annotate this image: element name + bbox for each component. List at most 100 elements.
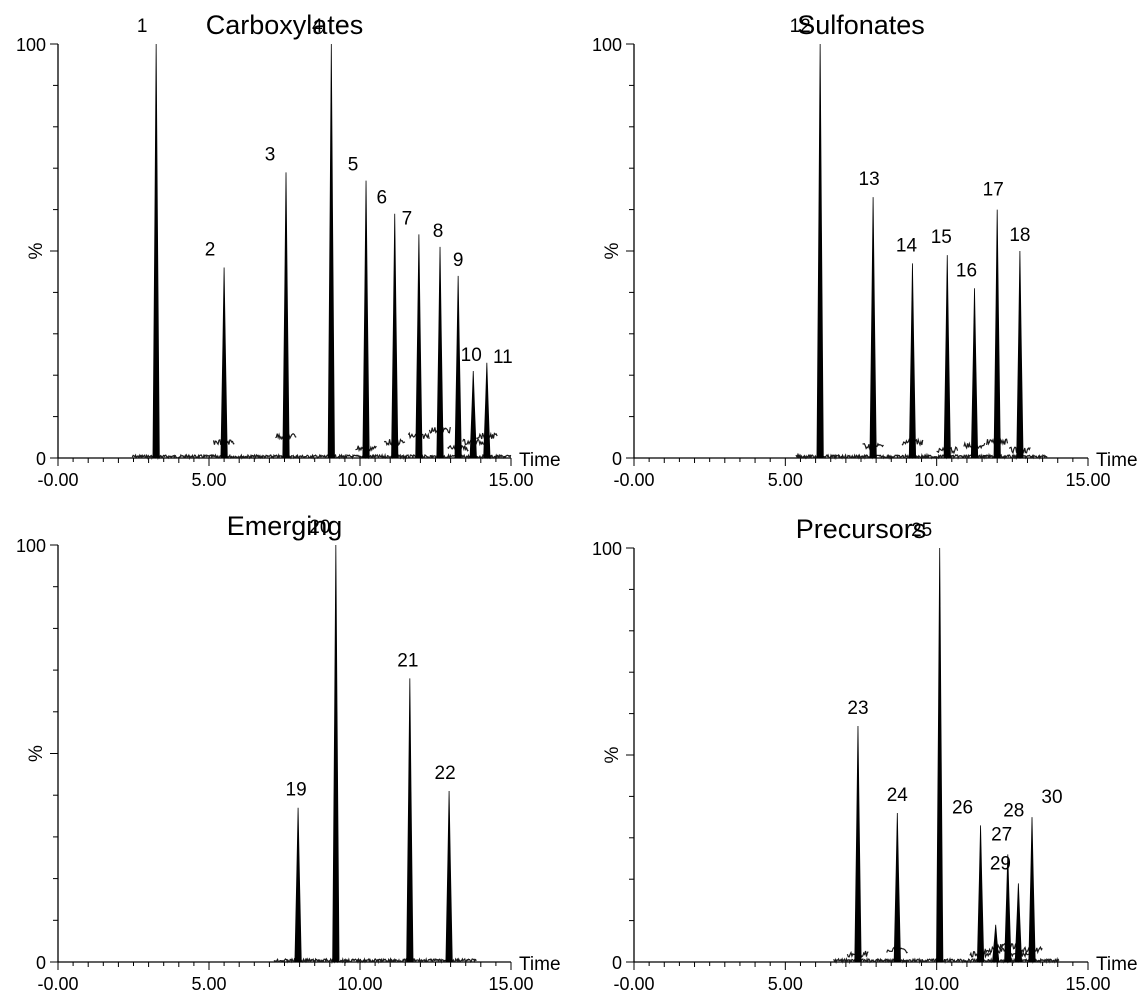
x-tick-label: -0.00 [37, 470, 78, 490]
x-tick-label: 5.00 [768, 470, 803, 490]
y-tick-label: 100 [592, 539, 622, 559]
y-tick-label: 100 [592, 35, 622, 55]
y-tick-label: 100 [16, 536, 46, 556]
peak-23 [854, 726, 862, 963]
peak-label-8: 8 [433, 221, 444, 242]
peak-label-22: 22 [435, 763, 456, 784]
peak-22 [445, 791, 453, 963]
x-tick-label: -0.00 [613, 974, 654, 994]
baseline-trace [131, 452, 512, 461]
baseline-trace [273, 956, 477, 965]
peak-label-20: 20 [309, 517, 330, 538]
peak-label-21: 21 [397, 650, 418, 671]
x-axis-label: Time [519, 954, 561, 975]
x-tick-label: 15.00 [488, 470, 533, 490]
x-axis-label: Time [1096, 954, 1138, 975]
peak-29 [1014, 883, 1023, 963]
peak-label-19: 19 [286, 780, 307, 801]
peak-28 [1004, 854, 1012, 963]
peak-24 [893, 812, 901, 963]
peak-label-13: 13 [859, 169, 880, 190]
peak-18 [1016, 250, 1024, 459]
peak-label-14: 14 [896, 235, 918, 256]
peak-10 [469, 371, 477, 459]
x-tick-label: 10.00 [337, 974, 382, 994]
peak-19 [294, 807, 302, 963]
panel-title: Emerging [227, 511, 343, 541]
peak-label-16: 16 [956, 260, 977, 281]
peak-6 [391, 213, 399, 459]
x-tick-label: 10.00 [914, 974, 959, 994]
peak-label-9: 9 [453, 250, 464, 271]
y-axis-label: % [26, 745, 47, 762]
x-tick-label: 5.00 [191, 974, 226, 994]
peak-27 [992, 924, 1000, 963]
peak-9 [454, 275, 462, 459]
peak-label-23: 23 [847, 698, 868, 719]
x-axis-label: Time [1096, 450, 1138, 471]
peak-12 [816, 43, 824, 459]
baseline-trace [795, 452, 1048, 461]
peak-16 [970, 288, 979, 459]
peak-8 [436, 246, 444, 459]
peak-11 [483, 362, 491, 459]
peak-label-28: 28 [1003, 800, 1024, 821]
x-tick-label: -0.00 [613, 470, 654, 490]
x-tick-label: 5.00 [768, 974, 803, 994]
peak-label-29: 29 [990, 853, 1011, 874]
y-tick-label: 0 [612, 953, 622, 973]
peak-4 [327, 43, 335, 459]
peak-17 [993, 209, 1001, 459]
peak-label-10: 10 [461, 345, 482, 366]
x-tick-label: 15.00 [488, 974, 533, 994]
peak-25 [936, 547, 944, 963]
x-tick-label: 10.00 [914, 470, 959, 490]
peak-3 [282, 172, 290, 459]
peak-label-18: 18 [1009, 225, 1030, 246]
peak-label-27: 27 [991, 825, 1012, 846]
y-tick-label: 0 [36, 953, 46, 973]
x-tick-label: -0.00 [37, 974, 78, 994]
x-tick-label: 15.00 [1065, 470, 1110, 490]
peak-label-1: 1 [137, 16, 148, 37]
peak-label-15: 15 [931, 227, 952, 248]
peak-5 [362, 180, 370, 459]
peak-label-6: 6 [376, 188, 387, 209]
peak-20 [332, 544, 340, 963]
peak-21 [406, 678, 414, 963]
y-tick-label: 100 [16, 35, 46, 55]
peak-label-24: 24 [887, 785, 909, 806]
panel-title: Carboxylates [206, 10, 364, 40]
panel-title: Sulfonates [797, 10, 925, 40]
x-axis-label: Time [519, 450, 561, 471]
peak-13 [869, 197, 877, 459]
peak-label-17: 17 [983, 180, 1004, 201]
peak-1 [152, 43, 160, 459]
y-axis-label: % [26, 242, 47, 259]
peak-26 [976, 825, 985, 963]
y-tick-label: 0 [612, 449, 622, 469]
x-tick-label: 5.00 [191, 470, 226, 490]
peak-label-25: 25 [911, 520, 932, 541]
y-tick-label: 0 [36, 449, 46, 469]
y-axis-label: % [602, 242, 623, 259]
peak-label-4: 4 [312, 16, 323, 37]
panel-title: Precursors [796, 514, 927, 544]
peak-label-30: 30 [1041, 787, 1062, 808]
peak-label-3: 3 [265, 144, 276, 165]
peak-label-12: 12 [790, 16, 811, 37]
peak-2 [220, 267, 228, 459]
peak-15 [943, 255, 951, 459]
peak-30 [1028, 817, 1036, 963]
x-tick-label: 10.00 [337, 470, 382, 490]
peak-label-2: 2 [205, 240, 216, 261]
peak-label-5: 5 [348, 155, 359, 176]
peak-label-26: 26 [952, 797, 973, 818]
peak-label-7: 7 [402, 208, 413, 229]
y-axis-label: % [602, 746, 623, 763]
peak-14 [908, 263, 917, 459]
x-tick-label: 15.00 [1065, 974, 1110, 994]
peak-7 [415, 234, 423, 459]
peak-label-11: 11 [493, 347, 513, 368]
